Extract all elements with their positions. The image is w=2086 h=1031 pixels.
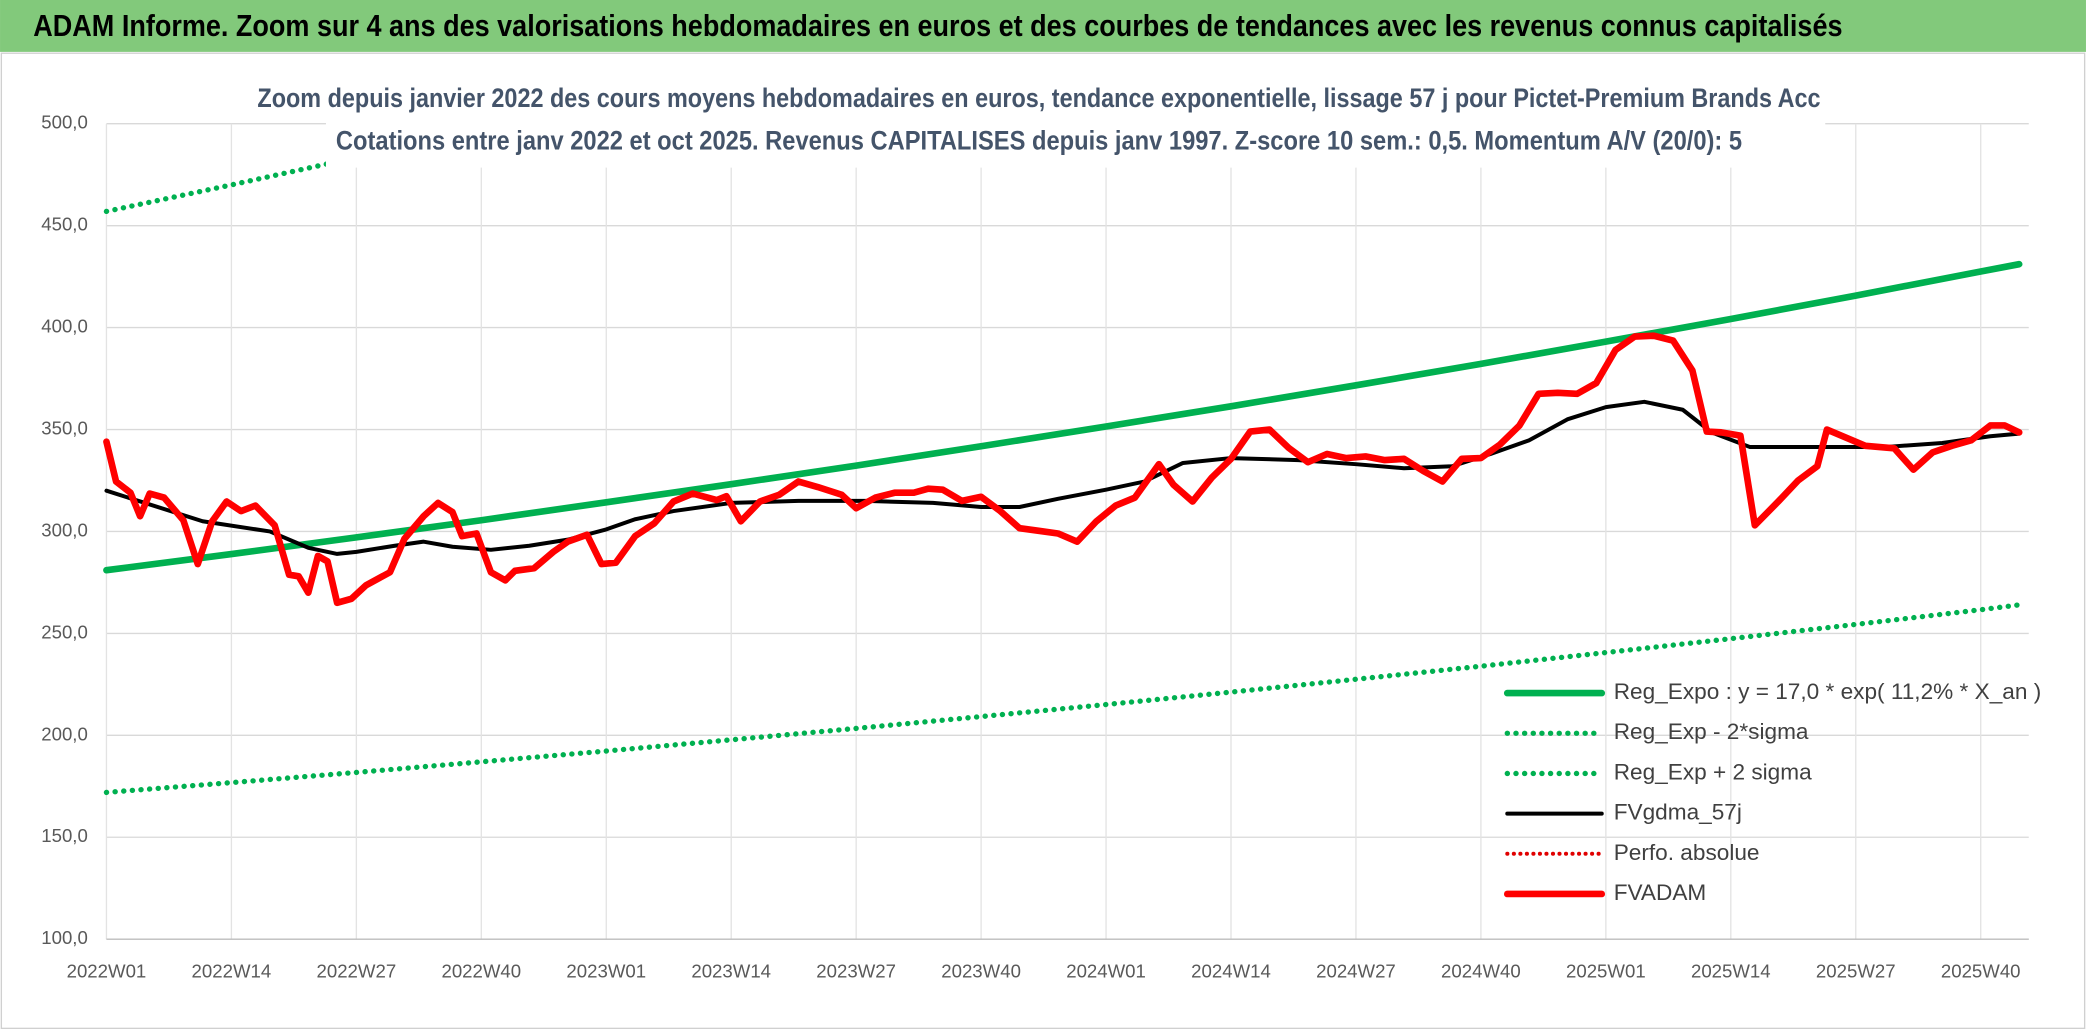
series-line [103, 332, 2023, 607]
y-tick-label: 150,0 [41, 825, 88, 846]
header-title: ADAM Informe. Zoom sur 4 ans des valoris… [33, 9, 1842, 43]
x-tick-label: 2025W40 [1941, 960, 2021, 981]
x-tick-label: 2023W40 [941, 960, 1021, 981]
legend-label: Reg_Exp + 2 sigma [1614, 759, 1812, 784]
x-tick-label: 2022W40 [441, 960, 521, 981]
series-line [103, 602, 2022, 796]
legend: Reg_Expo : y = 17,0 * exp( 11,2% * X_an … [1503, 679, 2042, 905]
y-tick-label: 500,0 [41, 112, 88, 133]
y-tick-label: 300,0 [41, 519, 88, 540]
x-tick-label: 2022W27 [317, 960, 397, 981]
x-tick-label: 2025W14 [1691, 960, 1771, 981]
subtitle-line: Cotations entre janv 2022 et oct 2025. R… [336, 125, 1742, 155]
subtitle-box [325, 77, 1826, 168]
y-tick-label: 450,0 [41, 214, 88, 235]
legend-label: Reg_Expo : y = 17,0 * exp( 11,2% * X_an … [1614, 679, 2042, 704]
y-tick-label: 250,0 [41, 621, 88, 642]
x-tick-label: 2023W14 [691, 960, 771, 981]
x-tick-label: 2023W01 [566, 960, 646, 981]
x-tick-label: 2024W01 [1066, 960, 1146, 981]
y-tick-label: 100,0 [41, 927, 88, 948]
legend-label: Reg_Exp - 2*sigma [1614, 719, 1809, 744]
y-tick-label: 350,0 [41, 417, 88, 438]
chart-border [0, 52, 2086, 1030]
x-tick-label: 2024W40 [1441, 960, 1521, 981]
series-line [103, 260, 2023, 574]
x-tick-label: 2022W14 [192, 960, 272, 981]
subtitle-line: Zoom depuis janvier 2022 des cours moyen… [257, 83, 1820, 113]
x-tick-label: 2024W14 [1191, 960, 1271, 981]
x-tick-label: 2022W01 [67, 960, 147, 981]
legend-label: FVADAM [1614, 880, 1707, 905]
x-tick-label: 2024W27 [1316, 960, 1396, 981]
x-tick-label: 2025W27 [1816, 960, 1896, 981]
x-tick-label: 2023W27 [816, 960, 896, 981]
legend-label: FVgdma_57j [1614, 800, 1742, 825]
x-tick-label: 2025W01 [1566, 960, 1646, 981]
legend-label: Perfo. absolue [1614, 840, 1760, 865]
y-tick-label: 200,0 [41, 723, 88, 744]
y-tick-label: 400,0 [41, 316, 88, 337]
header-bar [0, 0, 2086, 52]
